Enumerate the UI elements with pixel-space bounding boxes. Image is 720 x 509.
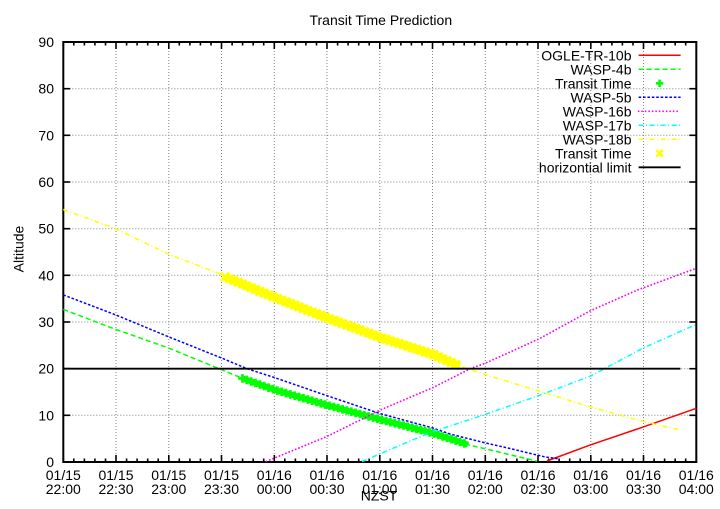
svg-text:Altitude: Altitude — [10, 225, 26, 272]
svg-text:22:00: 22:00 — [46, 481, 81, 497]
svg-text:03:30: 03:30 — [626, 481, 661, 497]
svg-text:01/16: 01/16 — [257, 467, 292, 483]
svg-text:WASP-5b: WASP-5b — [571, 89, 632, 105]
svg-text:01/16: 01/16 — [679, 467, 714, 483]
svg-text:03:00: 03:00 — [573, 481, 608, 497]
svg-text:01/16: 01/16 — [309, 467, 344, 483]
svg-text:01/16: 01/16 — [520, 467, 555, 483]
svg-text:01/15: 01/15 — [151, 467, 186, 483]
svg-text:WASP-17b: WASP-17b — [563, 117, 632, 133]
svg-text:01/16: 01/16 — [573, 467, 608, 483]
svg-text:22:30: 22:30 — [98, 481, 133, 497]
svg-text:80: 80 — [38, 81, 54, 97]
svg-text:01/16: 01/16 — [468, 467, 503, 483]
svg-text:Transit Time: Transit Time — [555, 145, 632, 161]
svg-text:00:30: 00:30 — [309, 481, 344, 497]
svg-text:60: 60 — [38, 174, 54, 190]
svg-text:23:30: 23:30 — [204, 481, 239, 497]
svg-text:Transit Time: Transit Time — [555, 75, 632, 91]
svg-text:04:00: 04:00 — [679, 481, 714, 497]
svg-text:01/16: 01/16 — [362, 467, 397, 483]
svg-text:0: 0 — [46, 454, 54, 470]
svg-text:50: 50 — [38, 221, 54, 237]
svg-text:01:30: 01:30 — [415, 481, 450, 497]
svg-text:10: 10 — [38, 407, 54, 423]
svg-text:WASP-16b: WASP-16b — [563, 103, 632, 119]
svg-text:01/16: 01/16 — [415, 467, 450, 483]
svg-text:WASP-18b: WASP-18b — [563, 131, 632, 147]
svg-text:horizontial limit: horizontial limit — [539, 159, 632, 175]
svg-text:WASP-4b: WASP-4b — [571, 61, 632, 77]
svg-text:23:00: 23:00 — [151, 481, 186, 497]
svg-text:01/15: 01/15 — [46, 467, 81, 483]
svg-text:01/15: 01/15 — [98, 467, 133, 483]
svg-text:90: 90 — [38, 34, 54, 50]
svg-text:00:00: 00:00 — [257, 481, 292, 497]
svg-text:Transit Time Prediction: Transit Time Prediction — [309, 12, 452, 28]
svg-text:02:00: 02:00 — [468, 481, 503, 497]
svg-text:NZST: NZST — [361, 488, 398, 504]
svg-text:OGLE-TR-10b: OGLE-TR-10b — [541, 47, 631, 63]
svg-text:20: 20 — [38, 361, 54, 377]
svg-text:01:00: 01:00 — [362, 481, 397, 497]
svg-text:01/16: 01/16 — [626, 467, 661, 483]
svg-text:30: 30 — [38, 314, 54, 330]
svg-text:70: 70 — [38, 127, 54, 143]
svg-text:02:30: 02:30 — [520, 481, 555, 497]
svg-text:01/15: 01/15 — [204, 467, 239, 483]
svg-text:40: 40 — [38, 267, 54, 283]
